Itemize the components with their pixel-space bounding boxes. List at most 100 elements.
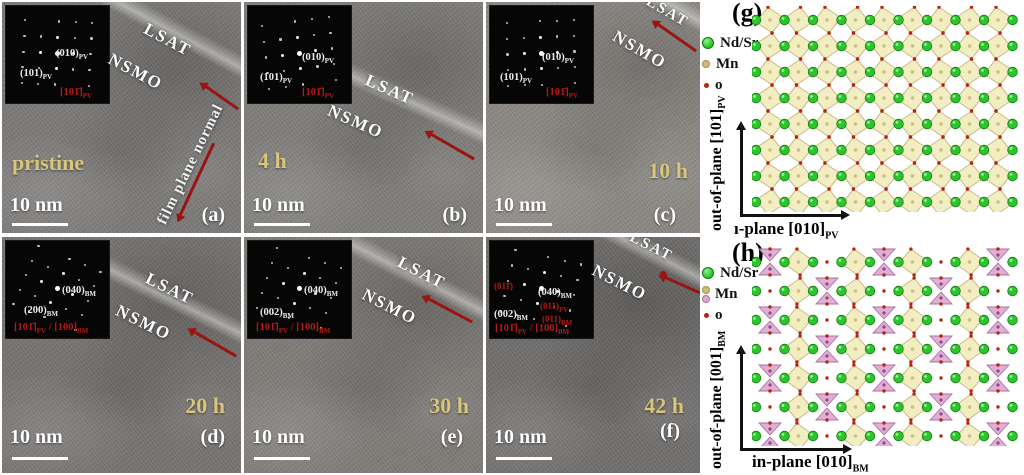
tem-panel-e: (040)BM (002)BM [101̄]PV / [100]BM LSAT … — [244, 237, 483, 473]
zone-separator: / — [529, 322, 533, 334]
g-xaxis-label: ı-plane [010]PV — [734, 219, 838, 241]
fft-diffraction-pattern — [6, 6, 109, 103]
fft-zone-axis-label: [101̄]PV — [60, 87, 92, 100]
fft-spot-sub: PV — [78, 53, 89, 62]
legend-item-mn: Mn — [702, 285, 758, 303]
scale-label: 10 nm — [10, 194, 63, 216]
scale-bar — [496, 457, 552, 460]
fft-spot-sub: BM — [84, 290, 97, 299]
zone-text: [101̄] — [495, 322, 518, 334]
scale-label: 10 nm — [252, 426, 305, 448]
fft-spot-text: (101) — [20, 68, 43, 79]
zone-sub: PV — [517, 328, 528, 336]
red-spot-text: (011) — [542, 314, 561, 324]
fft-zone-axis-label: [101̄]PV / [100]BM — [14, 322, 88, 335]
panel-letter: (c) — [653, 204, 676, 226]
scale-bar — [12, 223, 68, 226]
fft-spot-sub: PV — [522, 77, 533, 86]
legend-label: Nd/Sr — [720, 34, 759, 51]
axis-sub: PV — [717, 95, 729, 109]
fft-diffraction-pattern — [248, 241, 351, 338]
legend-label: o — [715, 306, 723, 323]
scale-label: 10 nm — [494, 426, 547, 448]
fft-spot-label: (010)PV — [302, 52, 334, 65]
ndsr-sphere-icon — [702, 37, 714, 49]
fft-spot-label: (101)PV — [260, 72, 292, 85]
fft-spot-sub: BM — [282, 312, 295, 321]
axis-text: in-plane [010] — [752, 452, 853, 471]
legend-label: o — [715, 76, 723, 93]
fft-zone-axis-label: [101̄]PV / [100]BM — [495, 323, 569, 336]
panel-letter: (b) — [442, 204, 467, 226]
zone-sub: PV — [82, 92, 93, 100]
time-label: 20 h — [185, 393, 225, 418]
mn-oct-icon — [702, 285, 710, 294]
fft-spot-sub: PV — [282, 77, 293, 86]
fft-spot-sub: BM — [560, 292, 573, 301]
mn-tet-icon — [702, 294, 710, 303]
fft-spot-sub: BM — [516, 314, 529, 323]
legend-g: Nd/Sr Mn o — [702, 34, 758, 94]
legend-label: Nd/Sr — [720, 264, 759, 281]
fft-spot-text: (002) — [260, 307, 283, 318]
fft-diffraction-pattern — [6, 241, 109, 338]
perovskite-lattice — [752, 6, 1018, 212]
fft-spot-text: (040) — [62, 285, 85, 296]
legend-item-o: o — [702, 76, 758, 94]
fft-spot-text: (101) — [260, 72, 283, 83]
fft-spot-sub: PV — [324, 57, 335, 66]
zone-sub: BM — [319, 327, 331, 335]
fft-inset: (040)BM (002)BM (011̄) (011)PV (011)BM [… — [490, 241, 593, 338]
fft-spot-label: (040)BM — [304, 285, 338, 298]
panel-letter: (a) — [201, 204, 225, 226]
legend-h: Nd/Sr Mn o — [702, 264, 758, 324]
fft-inset: (010)PV (101)PV [101̄]PV — [6, 6, 109, 103]
oxygen-sphere-icon — [704, 312, 709, 318]
fft-spot-label: (040)BM — [62, 285, 96, 298]
panel-letter: (f) — [660, 420, 680, 442]
fft-spot-label: (200)BM — [24, 305, 58, 318]
scale-label: 10 nm — [494, 194, 547, 216]
fft-red-spot-label: (011)PV — [540, 301, 568, 314]
fft-zone-axis-label: [101̄]PV — [302, 87, 334, 100]
zone-sub: BM — [77, 327, 89, 335]
fft-spot-text: (040) — [304, 285, 327, 296]
red-spot-text: (011̄) — [494, 281, 513, 291]
fft-spot-text: (101) — [500, 72, 523, 83]
scale-bar — [254, 223, 310, 226]
fft-spot-label: (040)BM — [538, 287, 572, 300]
axis-sub: BM — [852, 463, 869, 475]
fft-spot-sub: BM — [326, 290, 339, 299]
zone-sub: PV — [568, 92, 579, 100]
fft-spot-text: (010) — [302, 52, 325, 63]
fft-inset: (040)BM (002)BM [101̄]PV / [100]BM — [248, 241, 351, 338]
fft-spot-sub: PV — [42, 73, 53, 82]
ndsr-sphere-icon — [702, 267, 714, 279]
oxygen-sphere-icon — [704, 82, 709, 88]
tem-panel-b: (010)PV (101)PV [101̄]PV LSAT NSMO 4 h 1… — [244, 2, 483, 233]
h-yaxis-arrow — [736, 345, 745, 448]
fft-spot-label: (010)PV — [542, 52, 574, 65]
g-xaxis-arrow — [740, 210, 850, 220]
zone-sub: BM — [558, 328, 570, 336]
fft-spot-text: (002) — [494, 309, 517, 320]
fft-spot-text: (200) — [24, 305, 47, 316]
axis-sub: BM — [717, 330, 729, 347]
fft-diffraction-pattern — [490, 241, 593, 338]
scale-bar — [254, 457, 310, 460]
red-spot-sub: BM — [561, 318, 573, 327]
zone-text: [101̄] — [546, 86, 569, 98]
mn-sphere-icons — [702, 285, 710, 303]
fft-diffraction-pattern — [490, 6, 593, 103]
zone-text: [100] — [535, 322, 559, 334]
tem-panel-f: (040)BM (002)BM (011̄) (011)PV (011)BM [… — [486, 237, 700, 473]
axis-text: ı-plane [010] — [734, 219, 826, 238]
fft-spot-sub: PV — [564, 57, 575, 66]
zone-separator: / — [290, 321, 294, 333]
fft-zone-axis-label: [101̄]PV / [100]BM — [256, 322, 330, 335]
fft-spot-text: (040) — [538, 287, 561, 298]
red-spot-sub: PV — [559, 305, 569, 314]
time-label: pristine — [12, 150, 85, 175]
axis-text: out-of-plane [001] — [708, 346, 725, 469]
